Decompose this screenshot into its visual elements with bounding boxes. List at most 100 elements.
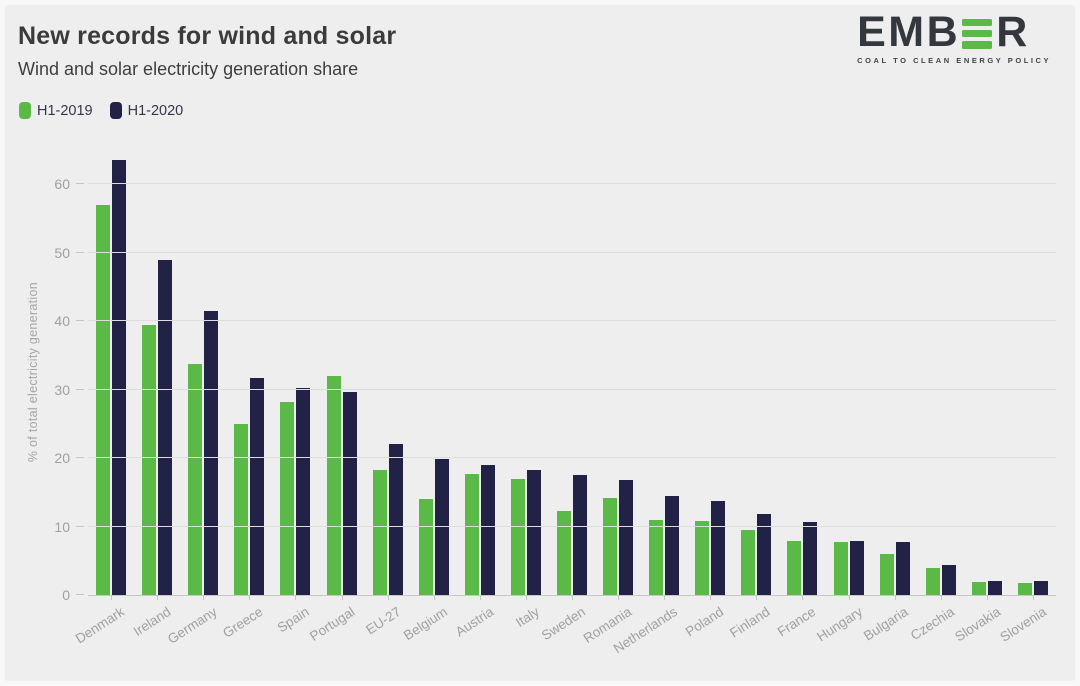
bar-h1-2019-italy	[510, 479, 525, 595]
bar-columns: Denmark Ireland Germany Greece Spain Portugal…	[73, 150, 1056, 656]
logo-wordmark: EMB R	[857, 8, 1051, 56]
x-tick-mark	[1032, 595, 1034, 600]
gridline-50	[88, 251, 1056, 253]
gridline-20	[88, 457, 1056, 459]
x-tick-mark	[848, 595, 850, 600]
bar-h1-2020-italy	[526, 469, 541, 595]
category-group-slovakia: Slovakia	[952, 150, 1010, 644]
gridline-40	[88, 320, 1056, 322]
bar-h1-2019-sweden	[556, 510, 571, 595]
x-tick-mark	[710, 595, 712, 600]
ember-logo: EMB R COAL TO CLEAN ENERGY POLICY	[857, 8, 1051, 65]
legend-item-h1-2019: H1-2019	[19, 102, 93, 119]
bar-h1-2020-slovenia	[1033, 580, 1048, 595]
category-group-portugal: Portugal	[307, 150, 364, 644]
y-tick-label-20: 20	[54, 450, 70, 467]
bar-h1-2020-netherlands	[665, 496, 680, 595]
bar-h1-2019-romania	[603, 498, 618, 595]
bar-h1-2020-ireland	[158, 259, 173, 595]
x-tick-mark	[111, 595, 113, 600]
category-group-eu-27: EU-27	[364, 150, 411, 637]
category-group-bulgaria: Bulgaria	[861, 150, 918, 644]
x-tick-mark	[157, 595, 159, 600]
y-tick-mark	[76, 320, 84, 322]
category-group-finland: Finland	[727, 150, 779, 641]
bar-h1-2020-portugal	[342, 392, 357, 595]
category-group-sweden: Sweden	[539, 150, 595, 643]
bar-h1-2019-slovenia	[1017, 583, 1032, 595]
bar-h1-2019-eu-27	[372, 469, 387, 595]
legend-swatch-icon	[109, 102, 122, 119]
bar-h1-2019-belgium	[418, 499, 433, 595]
y-tick-mark	[76, 388, 84, 390]
category-group-poland: Poland	[683, 150, 733, 639]
category-group-belgium: Belgium	[401, 150, 457, 643]
category-group-spain: Spain	[272, 150, 318, 635]
bar-h1-2019-czechia	[925, 567, 940, 595]
bar-h1-2019-ireland	[142, 324, 157, 595]
bar-h1-2019-finland	[741, 529, 756, 595]
logo-text-r: R	[996, 8, 1030, 56]
bar-h1-2020-belgium	[434, 458, 449, 595]
x-tick-mark	[387, 595, 389, 600]
bar-h1-2019-germany	[188, 363, 203, 595]
gridline-60	[88, 183, 1056, 185]
logo-tagline: COAL TO CLEAN ENERGY POLICY	[857, 55, 1051, 65]
bar-h1-2020-sweden	[572, 474, 587, 595]
y-tick-label-40: 40	[54, 313, 70, 330]
category-group-ireland: Ireland	[131, 150, 180, 639]
category-group-denmark: Denmark	[73, 150, 134, 646]
category-group-romania: Romania	[581, 150, 641, 646]
x-tick-mark	[249, 595, 251, 600]
bar-h1-2019-bulgaria	[879, 553, 894, 595]
bar-h1-2020-denmark	[112, 160, 127, 595]
category-group-germany: Germany	[165, 150, 226, 647]
x-tick-mark	[571, 595, 573, 600]
x-tick-mark	[618, 595, 620, 600]
chart-title: New records for wind and solar	[18, 22, 397, 50]
bar-h1-2020-france	[803, 522, 818, 595]
bar-h1-2020-spain	[296, 387, 311, 595]
bar-h1-2020-bulgaria	[895, 542, 910, 595]
gridline-10	[88, 525, 1056, 527]
x-tick-mark	[756, 595, 758, 600]
bar-h1-2019-netherlands	[649, 519, 664, 595]
logo-green-e-icon	[962, 18, 993, 49]
chart-subtitle: Wind and solar electricity generation sh…	[18, 59, 359, 79]
x-tick-mark	[203, 595, 205, 600]
bar-h1-2019-france	[787, 540, 802, 595]
bar-h1-2020-czechia	[941, 564, 956, 595]
bar-h1-2020-poland	[711, 501, 726, 595]
bar-h1-2020-austria	[480, 464, 495, 595]
legend: H1-2019 H1-2020	[19, 102, 183, 119]
category-group-italy: Italy	[503, 150, 549, 630]
x-tick-mark	[341, 595, 343, 600]
bar-h1-2020-hungary	[849, 540, 864, 595]
category-group-netherlands: Netherlands	[611, 150, 687, 656]
y-tick-mark	[76, 457, 84, 459]
legend-swatch-icon	[19, 102, 31, 119]
category-group-france: France	[775, 150, 825, 639]
y-axis-title: % of total electricity generation	[26, 150, 40, 595]
legend-label: H1-2020	[127, 102, 184, 119]
category-group-austria: Austria	[453, 150, 503, 639]
x-tick-mark	[664, 595, 666, 600]
y-tick-label-10: 10	[54, 518, 70, 535]
legend-item-h1-2020: H1-2020	[109, 102, 184, 119]
plot-area: Denmark Ireland Germany Greece Spain Portugal…	[54, 150, 1056, 656]
category-group-slovenia: Slovenia	[997, 150, 1056, 645]
x-tick-mark	[986, 595, 988, 600]
gridline-30	[88, 388, 1056, 390]
bar-h1-2019-poland	[695, 521, 710, 595]
y-tick-label-50: 50	[54, 244, 70, 261]
category-group-greece: Greece	[220, 150, 272, 641]
y-tick-mark	[76, 183, 84, 185]
x-tick-mark	[802, 595, 804, 600]
bar-h1-2019-greece	[234, 423, 249, 595]
bar-h1-2020-romania	[619, 480, 634, 595]
y-tick-mark	[76, 594, 84, 595]
bar-h1-2020-eu-27	[388, 444, 403, 595]
y-tick-mark	[76, 251, 84, 253]
category-group-czechia: Czechia	[908, 150, 964, 643]
